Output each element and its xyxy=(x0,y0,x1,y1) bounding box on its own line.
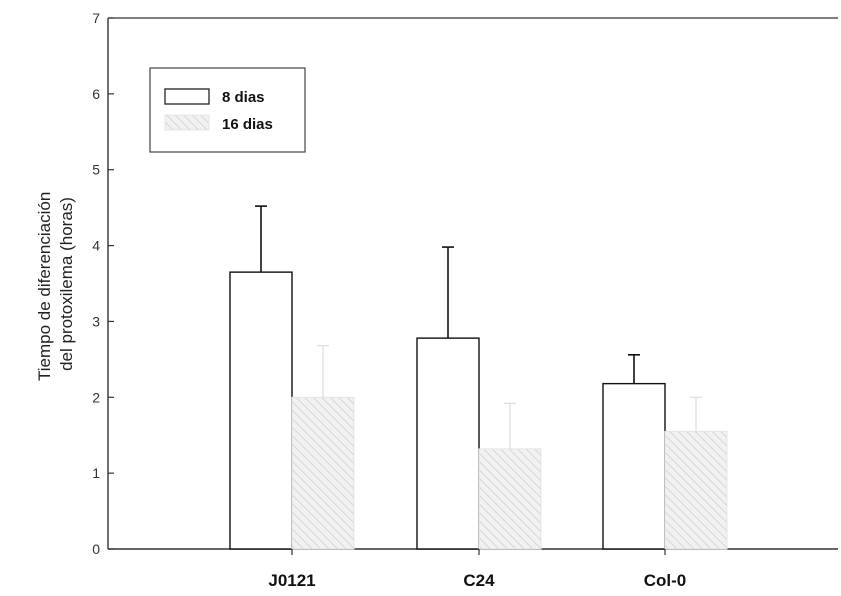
x-tick-label-c24: C24 xyxy=(463,571,495,590)
y-axis-title: Tiempo de diferenciación del protoxilema… xyxy=(35,187,76,381)
y-tick-label-2: 2 xyxy=(92,389,100,405)
legend-swatch-16-dias xyxy=(164,114,210,131)
bar-col-0-8-dias xyxy=(602,382,666,550)
y-tick-label-4: 4 xyxy=(92,238,100,254)
bar-c24-16-dias xyxy=(478,448,542,550)
bar-j0121-16-dias xyxy=(291,396,355,550)
y-tick-label-3: 3 xyxy=(92,313,100,329)
bars xyxy=(229,205,728,550)
y-tick-label-1: 1 xyxy=(92,465,100,481)
y-tick-label-5: 5 xyxy=(92,162,100,178)
bar-c24-8-dias xyxy=(416,337,480,550)
legend-swatch-8-dias xyxy=(164,88,210,105)
bar-j0121-8-dias xyxy=(229,271,293,550)
y-tick-label-6: 6 xyxy=(92,86,100,102)
x-tick-label-col-0: Col-0 xyxy=(644,571,687,590)
y-tick-label-0: 0 xyxy=(92,541,100,557)
legend-label-16-dias: 16 dias xyxy=(222,116,273,133)
bar-col-0-16-dias xyxy=(664,430,728,550)
legend-box xyxy=(149,67,306,153)
x-tick-label-j0121: J0121 xyxy=(268,571,315,590)
y-axis: 0 1 2 3 4 5 6 7 xyxy=(92,10,114,557)
y-axis-title-line-1: Tiempo de diferenciación xyxy=(35,192,54,381)
legend-label-8-dias: 8 dias xyxy=(222,89,265,106)
y-tick-label-7: 7 xyxy=(92,10,100,26)
y-axis-title-line-2: del protoxilema (horas) xyxy=(57,197,76,371)
legend: 8 dias 16 dias xyxy=(149,67,306,153)
x-axis-labels: J0121 C24 Col-0 xyxy=(268,549,686,590)
